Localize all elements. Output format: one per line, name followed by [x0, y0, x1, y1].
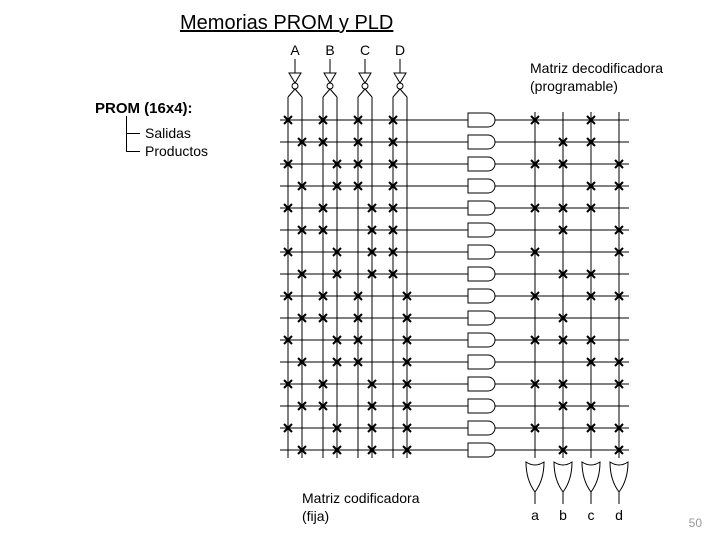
svg-text:c: c: [588, 507, 595, 523]
svg-text:a: a: [531, 507, 539, 523]
svg-text:B: B: [325, 42, 334, 58]
svg-text:b: b: [559, 507, 567, 523]
svg-text:D: D: [395, 42, 405, 58]
prom-diagram: A B C Da b c d: [0, 0, 720, 540]
svg-text:A: A: [290, 42, 300, 58]
svg-text:C: C: [360, 42, 370, 58]
svg-text:d: d: [615, 507, 623, 523]
